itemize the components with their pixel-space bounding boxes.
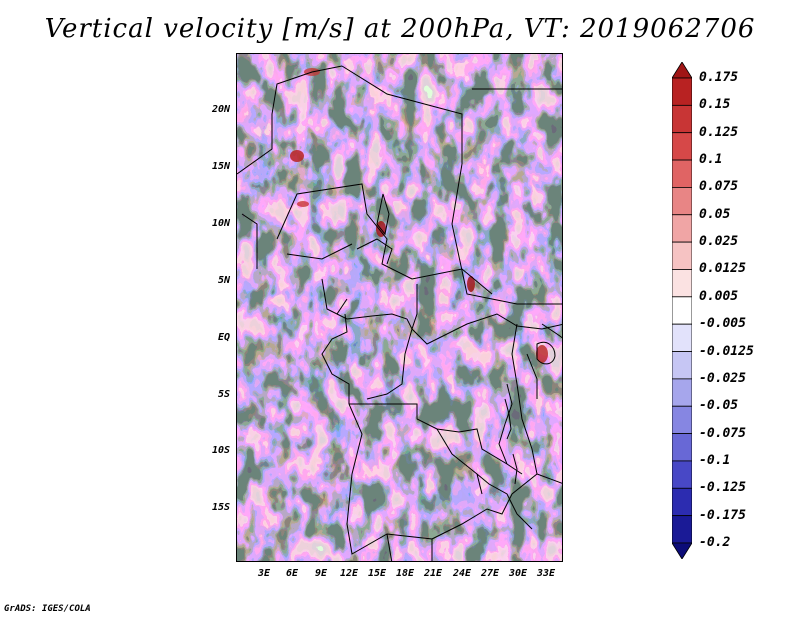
lon-label: 24E	[452, 568, 472, 579]
colorbar-label: 0.125	[699, 124, 739, 140]
colorbar-label: 0.05	[699, 206, 731, 222]
colorbar-label: 0.025	[699, 234, 739, 250]
lat-label: 15N	[211, 161, 230, 172]
colorbar-label: -0.1	[699, 452, 731, 468]
lat-label: 10N	[211, 218, 230, 229]
lake-outlines	[376, 193, 556, 485]
colorbar-swatch	[671, 187, 693, 216]
map-title: Vertical velocity [m/s] at 200hPa, VT: 2…	[44, 14, 756, 44]
colorbar-label: 0.1	[699, 152, 723, 168]
colorbar-label: 0.005	[699, 288, 739, 304]
lon-label: 33E	[536, 568, 556, 579]
lon-label: 30E	[508, 568, 528, 579]
colorbar-label: -0.025	[699, 370, 746, 386]
colorbar-label: -0.0125	[699, 343, 754, 359]
lon-label: 12E	[339, 568, 359, 579]
colorbar-top-triangle	[671, 61, 693, 79]
colorbar-swatch	[671, 487, 693, 517]
colorbar-swatch	[671, 323, 693, 352]
updraft-spot	[290, 150, 304, 162]
colorbar-bottom-triangle	[671, 542, 693, 560]
colorbar-swatch	[671, 104, 693, 134]
colorbar-swatch	[671, 405, 693, 434]
colorbar-swatch	[671, 433, 693, 462]
lat-label: 20N	[211, 104, 230, 115]
colorbar-label: -0.125	[699, 480, 746, 496]
colorbar-swatch	[671, 296, 693, 325]
colorbar-swatch	[671, 378, 693, 407]
lon-label: 27E	[480, 568, 500, 579]
colorbar-swatch	[671, 159, 693, 188]
colorbar-label: -0.175	[699, 507, 746, 523]
colorbar-label: -0.2	[699, 535, 731, 550]
colorbar-swatch	[671, 515, 693, 544]
colorbar-label: 0.0125	[699, 261, 746, 277]
lon-label: 3E	[257, 568, 271, 579]
colorbar-swatch	[671, 269, 693, 298]
colorbar-swatch	[671, 351, 693, 380]
lat-label: EQ	[217, 332, 230, 343]
colorbar-label: -0.005	[699, 316, 746, 332]
country-borders	[237, 65, 562, 561]
colorbar-label: 0.075	[699, 179, 739, 195]
updraft-spot	[536, 345, 548, 363]
velocity-field	[237, 54, 562, 561]
lat-label: 10S	[211, 445, 230, 456]
colorbar-label: -0.05	[699, 398, 739, 414]
colorbar-label: -0.075	[699, 425, 746, 441]
updraft-spot	[297, 201, 309, 207]
lon-label: 6E	[285, 568, 299, 579]
lat-label: 5N	[217, 275, 230, 286]
lat-label: 15S	[211, 502, 230, 513]
colorbar-swatch	[671, 460, 693, 489]
updraft-spot	[467, 276, 475, 292]
colorbar-swatch	[671, 241, 693, 270]
colorbar-swatch	[671, 214, 693, 243]
lat-label: 5S	[217, 389, 230, 400]
lon-label: 21E	[423, 568, 443, 579]
lon-label: 18E	[395, 568, 415, 579]
colorbar-label: 0.15	[699, 97, 731, 113]
colorbar	[671, 61, 693, 560]
colorbar-label: 0.175	[699, 70, 739, 85]
colorbar-swatch	[671, 77, 693, 106]
colorbar-swatch	[671, 132, 693, 161]
vertical-velocity-map	[236, 53, 563, 562]
grads-credit: GrADS: IGES/COLA	[4, 604, 91, 614]
lon-label: 9E	[314, 568, 328, 579]
lon-label: 15E	[367, 568, 387, 579]
